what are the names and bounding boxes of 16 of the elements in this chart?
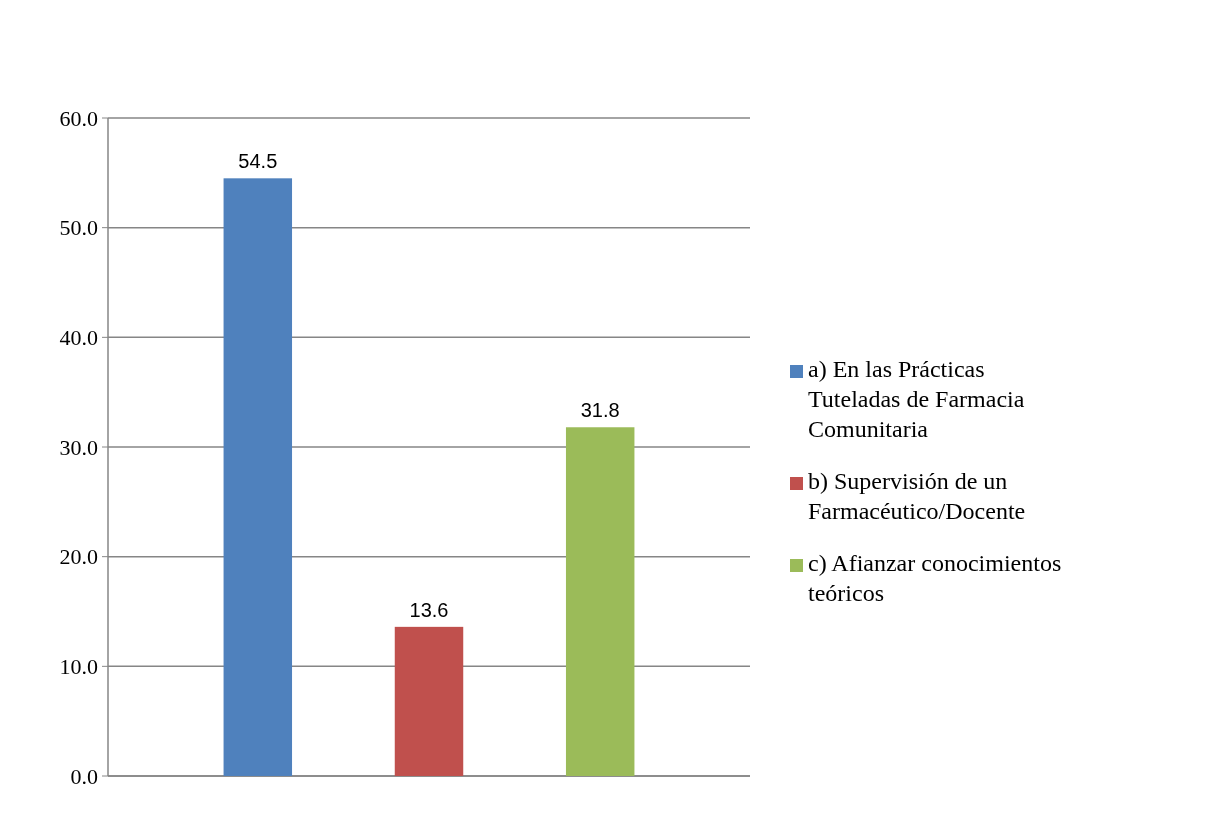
legend-label: b) Supervisión de un Farmacéutico/Docente	[808, 468, 1026, 524]
bar	[394, 626, 464, 776]
y-tick-label: 20.0	[59, 544, 98, 570]
bar	[565, 427, 635, 776]
legend-label: a) En las Prácticas Tuteladas de Farmacia Comunitaria	[808, 356, 1025, 442]
data-label: 13.6	[409, 598, 449, 621]
y-tick-label: 60.0	[59, 105, 98, 131]
y-tick-label: 50.0	[59, 215, 98, 241]
y-tick-label: 40.0	[59, 325, 98, 351]
y-tick-label: 0.0	[70, 763, 98, 789]
bar	[223, 178, 293, 776]
data-label: 31.8	[580, 399, 620, 422]
y-tick-label: 10.0	[59, 654, 98, 680]
legend-label: c) Afianzar conocimientos teóricos	[808, 550, 1062, 606]
data-label: 54.5	[238, 150, 278, 173]
y-tick-label: 30.0	[59, 434, 98, 460]
